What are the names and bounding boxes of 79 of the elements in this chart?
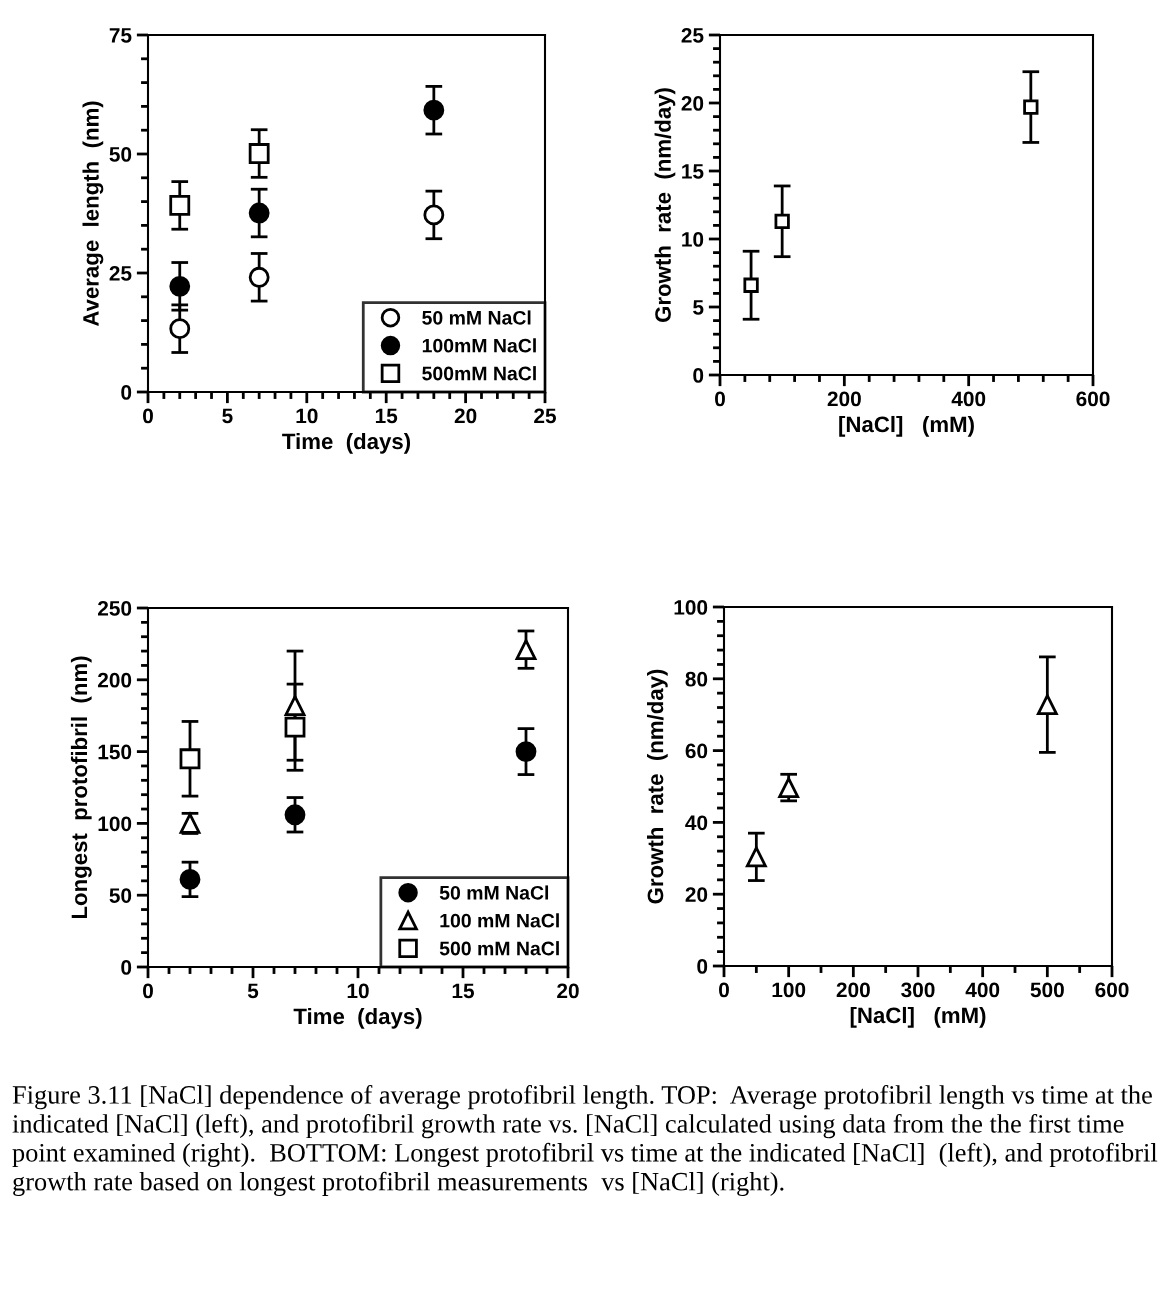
legend-label: 500 mM NaCl — [439, 941, 559, 956]
y-axis-title: Average length (nm) — [82, 101, 104, 327]
x-tick-label: 5 — [247, 983, 259, 999]
point — [248, 143, 270, 164]
legend-label: 100 mM NaCl — [440, 913, 559, 928]
x-tick-label: 0 — [719, 982, 729, 998]
y-tick-label: 50 — [109, 147, 132, 162]
y-tick-label: 50 — [109, 888, 132, 903]
y-tick-label: 80 — [685, 671, 708, 687]
y-tick-label: 0 — [693, 368, 704, 383]
x-tick-label: 500 — [1030, 982, 1064, 998]
x-tick-label: 100 — [772, 982, 806, 998]
x-tick-label: 0 — [715, 391, 725, 407]
point — [248, 202, 270, 224]
point — [1023, 99, 1039, 115]
y-tick-label: 20 — [685, 887, 708, 902]
x-axis-title: [NaCl] (mM) — [850, 1006, 986, 1028]
y-tick-label: 150 — [98, 744, 132, 760]
legend-label: 50 mM NaCl — [422, 310, 531, 325]
x-tick-label: 20 — [557, 983, 579, 999]
point — [1036, 694, 1058, 716]
x-tick-label: 15 — [375, 408, 398, 424]
x-tick-label: 10 — [347, 983, 369, 999]
x-tick-label: 0 — [143, 983, 153, 999]
point — [774, 213, 790, 229]
x-tick-label: 0 — [143, 408, 153, 424]
point — [423, 99, 445, 121]
y-tick-label: 0 — [697, 959, 708, 974]
x-tick-label: 600 — [1076, 391, 1110, 407]
point — [179, 748, 201, 770]
x-axis-title: Time (days) — [282, 432, 411, 454]
x-tick-label: 600 — [1095, 982, 1129, 998]
y-axis-title: Longest protofibril (nm) — [70, 656, 92, 919]
y-tick-label: 0 — [121, 960, 132, 975]
y-axis-title: Growth rate (nm/day) — [654, 88, 676, 322]
x-tick-label: 10 — [296, 408, 318, 424]
point — [284, 716, 306, 738]
point — [169, 275, 191, 297]
x-axis-title: Time (days) — [293, 1007, 422, 1029]
point — [743, 277, 759, 293]
y-tick-label: 250 — [97, 601, 132, 616]
x-tick-label: 400 — [951, 391, 986, 407]
x-tick-label: 400 — [965, 982, 1000, 998]
y-tick-label: 20 — [681, 96, 704, 111]
x-tick-label: 20 — [454, 408, 477, 424]
point — [248, 266, 270, 288]
y-tick-label: 25 — [109, 266, 132, 281]
legend-label: 50 mM NaCl — [439, 885, 549, 900]
y-tick-label: 75 — [109, 28, 132, 43]
y-tick-label: 10 — [682, 232, 704, 247]
legend-label: 500mM NaCl — [422, 366, 536, 381]
point — [284, 695, 306, 717]
y-tick-label: 200 — [97, 672, 132, 688]
point — [515, 639, 537, 661]
y-tick-label: 100 — [674, 600, 708, 615]
x-tick-label: 300 — [901, 982, 935, 998]
point — [515, 741, 537, 763]
point — [423, 204, 445, 226]
x-tick-label: 5 — [222, 408, 233, 424]
y-axis-title: Growth rate (nm/day) — [647, 669, 668, 904]
y-tick-label: 5 — [693, 300, 704, 315]
point — [284, 804, 306, 826]
y-tick-label: 40 — [685, 815, 708, 831]
x-tick-label: 15 — [452, 983, 475, 999]
x-tick-label: 25 — [534, 408, 557, 424]
x-axis-title: [NaCl] (mM) — [839, 415, 974, 437]
y-tick-label: 25 — [681, 28, 704, 43]
point — [169, 194, 191, 216]
caption: Figure 3.11 [NaCl] dependence of average protofibril length. TOP: Average protofibril length vs time at the indicated [NaCl] (left), and protofibril growth rate vs. [NaCl] calculated using data from the the first time point examined (right). BOTTOM: Longest protofibril vs time at the indicated [NaCl] (left), and protofibril growth rate based on longest protofibril measurements vs [NaCl] (right). — [12, 1085, 1158, 1197]
x-tick-label: 200 — [836, 982, 870, 998]
point — [169, 318, 191, 340]
point — [179, 868, 201, 890]
y-tick-label: 60 — [685, 743, 708, 759]
point — [778, 777, 800, 798]
y-tick-label: 15 — [682, 164, 704, 179]
point — [745, 846, 767, 868]
legend-label: 100mM NaCl — [422, 338, 536, 353]
x-tick-label: 200 — [827, 391, 861, 407]
y-tick-label: 100 — [98, 816, 132, 832]
